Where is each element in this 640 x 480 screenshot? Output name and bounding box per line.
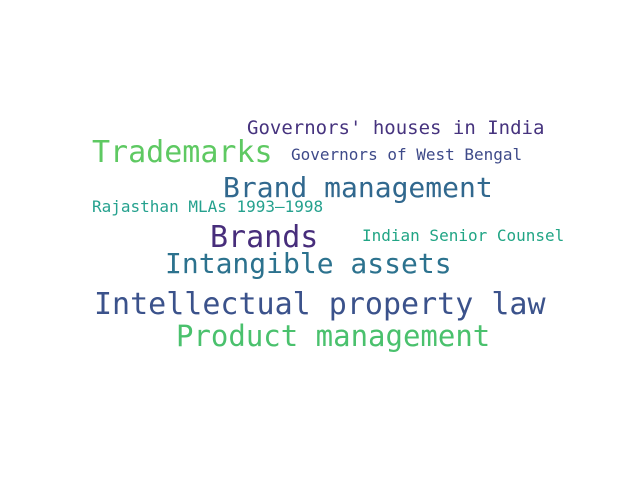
word-intellectual-property-law: Intellectual property law bbox=[94, 287, 546, 322]
word-brand-management: Brand management bbox=[223, 171, 493, 204]
word-indian-senior-counsel: Indian Senior Counsel bbox=[362, 226, 565, 245]
word-governors-houses-in-india: Governors' houses in India bbox=[247, 117, 545, 139]
word-governors-of-west-bengal: Governors of West Bengal bbox=[291, 145, 523, 164]
word-product-management: Product management bbox=[176, 319, 491, 353]
word-rajasthan-mlas: Rajasthan MLAs 1993–1998 bbox=[92, 197, 324, 216]
word-trademarks: Trademarks bbox=[92, 135, 273, 170]
word-brands: Brands bbox=[210, 220, 319, 255]
word-intangible-assets: Intangible assets bbox=[165, 247, 452, 280]
